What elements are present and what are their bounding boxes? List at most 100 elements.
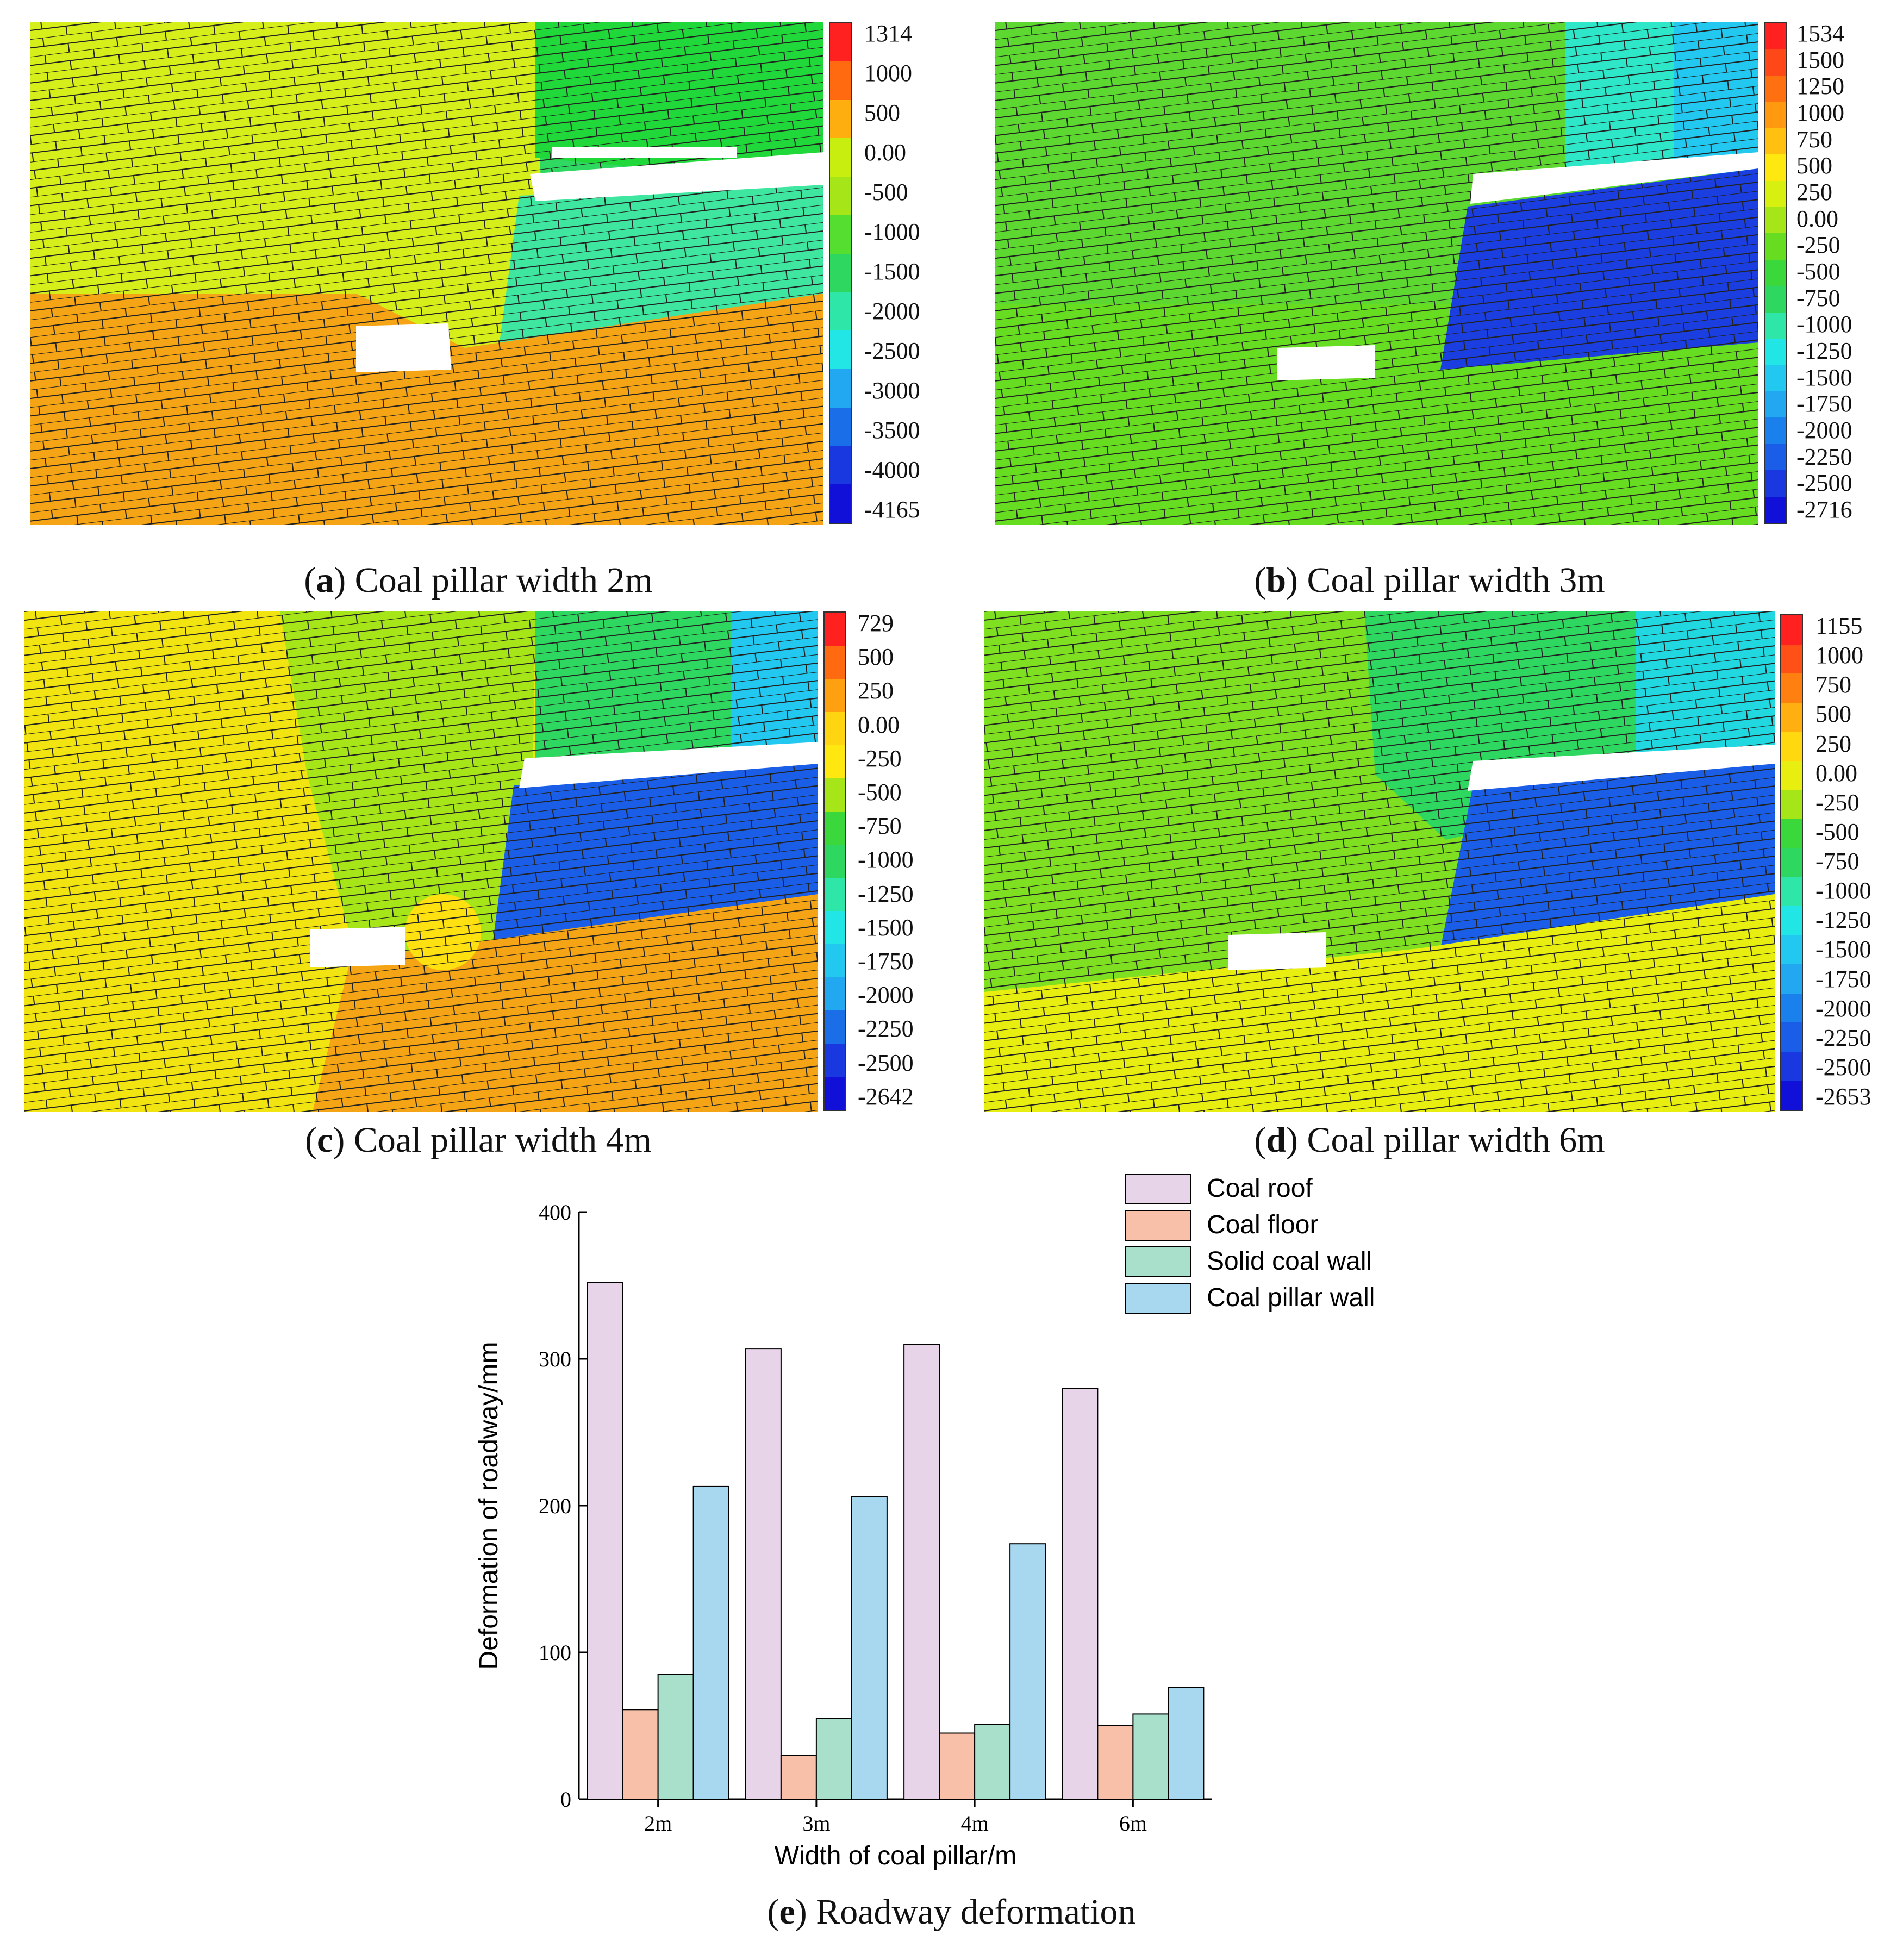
colorbar-segment bbox=[1781, 615, 1802, 645]
colorbar-label: -1500 bbox=[864, 258, 920, 285]
colorbar-segment bbox=[825, 812, 845, 845]
colorbar-label: -2642 bbox=[858, 1083, 914, 1110]
colorbar-segment bbox=[1765, 207, 1786, 234]
colorbar-label: 500 bbox=[864, 99, 900, 126]
colorbar-label: -1000 bbox=[858, 846, 914, 873]
colorbar-segment bbox=[825, 1044, 845, 1077]
colorbar-label: 500 bbox=[858, 644, 894, 671]
colorbar-label: -250 bbox=[1796, 232, 1840, 259]
colorbar-segment bbox=[1781, 993, 1802, 1023]
colorbar-label: -2000 bbox=[864, 298, 920, 324]
colorbar-label: -250 bbox=[1815, 789, 1860, 816]
colorbar-segment bbox=[825, 1010, 845, 1044]
colorbar-label: -500 bbox=[864, 179, 908, 205]
colorbar-segment bbox=[825, 646, 845, 679]
colorbar-label: -1000 bbox=[1796, 311, 1852, 338]
colorbar-label: 500 bbox=[1815, 701, 1851, 728]
colorbar-segment bbox=[830, 177, 851, 215]
colorbar-segment bbox=[1765, 444, 1786, 471]
colorbar-c bbox=[823, 611, 846, 1111]
colorbar-d bbox=[1780, 614, 1803, 1111]
bar-solid-coal-wall bbox=[815, 1718, 852, 1800]
x-tick-label: 2m bbox=[644, 1811, 672, 1836]
y-tick-label: 400 bbox=[539, 1200, 571, 1225]
colorbar-label: -2250 bbox=[1796, 443, 1852, 470]
colorbar-segment bbox=[1781, 877, 1802, 907]
colorbar-label: -250 bbox=[858, 745, 902, 772]
colorbar-label: 1534 bbox=[1796, 20, 1844, 47]
contour-field-d bbox=[984, 611, 1775, 1112]
colorbar-segment bbox=[1781, 1051, 1802, 1081]
bar-coal-floor bbox=[622, 1709, 659, 1800]
colorbar-label: 1000 bbox=[864, 60, 912, 86]
colorbar-segment bbox=[825, 613, 845, 646]
colorbar-label: -2250 bbox=[858, 1015, 914, 1043]
colorbar-segment bbox=[1781, 906, 1802, 935]
colorbar-segment bbox=[1765, 102, 1786, 128]
colorbar-segment bbox=[1765, 128, 1786, 155]
bar-coal-pillar-wall bbox=[1009, 1543, 1046, 1800]
colorbar-label: 1250 bbox=[1796, 73, 1844, 100]
legend-label: Coal pillar wall bbox=[1207, 1283, 1375, 1312]
colorbar-segment bbox=[1765, 339, 1786, 365]
colorbar-label: -2500 bbox=[858, 1049, 914, 1076]
colorbar-label: -2500 bbox=[864, 338, 920, 364]
colorbar-segment bbox=[1765, 470, 1786, 497]
colorbar-segment bbox=[1765, 496, 1786, 523]
deformation-bar-chart: 0 100 200 300 400 2m 3m 4m 6m Width of coal pilla… bbox=[475, 1174, 1375, 1870]
colorbar-segment bbox=[1765, 49, 1786, 76]
colorbar-segment bbox=[1781, 732, 1802, 761]
colorbar-segment bbox=[825, 712, 845, 745]
contour-field-a bbox=[30, 22, 823, 525]
colorbar-label: 750 bbox=[1796, 126, 1832, 153]
colorbar-label: -1750 bbox=[1796, 390, 1852, 417]
x-tick-label: 6m bbox=[1119, 1811, 1147, 1836]
colorbar-label: -3500 bbox=[864, 417, 920, 444]
colorbar-label: -2653 bbox=[1815, 1083, 1871, 1110]
colorbar-label: -500 bbox=[1796, 258, 1840, 285]
colorbar-segment bbox=[1781, 644, 1802, 674]
colorbar-segment bbox=[1781, 935, 1802, 965]
bar-coal-pillar-wall bbox=[1168, 1687, 1205, 1800]
bar-coal-roof bbox=[587, 1282, 623, 1800]
colorbar-label: 0.00 bbox=[864, 139, 906, 166]
caption-e: (e) Roadway deformation bbox=[767, 1892, 1136, 1932]
bar-coal-floor bbox=[939, 1732, 976, 1800]
colorbar-segment bbox=[1765, 233, 1786, 260]
colorbar-segment bbox=[1765, 180, 1786, 207]
contour-field-c bbox=[24, 611, 818, 1112]
colorbar-label: -750 bbox=[858, 813, 902, 840]
colorbar-label: 1314 bbox=[864, 20, 912, 47]
colorbar-label: 1155 bbox=[1815, 613, 1863, 639]
colorbar-a bbox=[829, 22, 852, 524]
colorbar-segment bbox=[825, 977, 845, 1010]
colorbar-label: 0.00 bbox=[858, 711, 900, 738]
colorbar-segment bbox=[830, 446, 851, 485]
colorbar-label: -1250 bbox=[1796, 337, 1852, 364]
colorbar-label: -750 bbox=[1815, 848, 1860, 875]
colorbar-label: -500 bbox=[858, 779, 902, 806]
colorbar-segment bbox=[1765, 259, 1786, 286]
bar-coal-pillar-wall bbox=[851, 1496, 888, 1800]
colorbar-segment bbox=[830, 369, 851, 408]
colorbar-segment bbox=[1765, 365, 1786, 391]
colorbar-segment bbox=[1765, 286, 1786, 313]
caption-a: (a) Coal pillar width 2m bbox=[304, 560, 653, 600]
colorbar-segment bbox=[1781, 848, 1802, 877]
colorbar-label: -1000 bbox=[1815, 877, 1871, 904]
colorbar-label: -2500 bbox=[1815, 1053, 1871, 1081]
bar-coal-floor bbox=[1097, 1725, 1134, 1800]
colorbar-label: -1750 bbox=[858, 948, 914, 975]
colorbar-label: 0.00 bbox=[1796, 205, 1838, 232]
colorbar-label: 500 bbox=[1796, 152, 1832, 179]
legend-label: Coal roof bbox=[1207, 1174, 1313, 1203]
colorbar-label: -2500 bbox=[1796, 470, 1852, 497]
colorbar-label: -500 bbox=[1815, 818, 1860, 845]
colorbar-segment bbox=[825, 845, 845, 878]
legend-swatch bbox=[1125, 1246, 1191, 1277]
caption-c: (c) Coal pillar width 4m bbox=[305, 1120, 652, 1160]
bar-coal-roof bbox=[903, 1344, 940, 1800]
colorbar-label: -2716 bbox=[1796, 496, 1852, 523]
colorbar-label: -750 bbox=[1796, 284, 1840, 311]
colorbar-segment bbox=[830, 484, 851, 523]
